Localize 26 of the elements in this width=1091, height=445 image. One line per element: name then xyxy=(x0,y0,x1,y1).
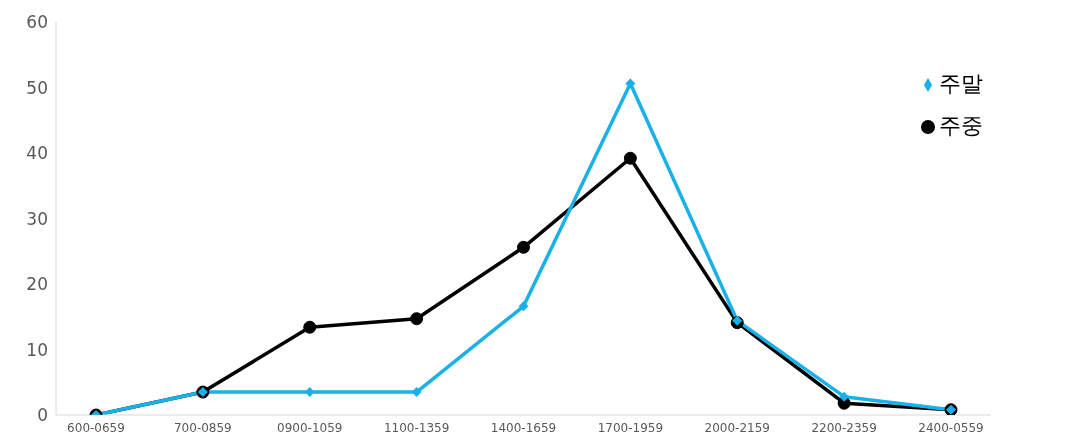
x-tick-label: 1100-1359 xyxy=(383,420,450,435)
y-tick-label: 60 xyxy=(26,12,48,33)
y-tick-label: 40 xyxy=(26,143,48,164)
x-tick-label: 700-0859 xyxy=(173,420,232,435)
y-tick-label: 30 xyxy=(26,208,48,229)
x-tick-label: 2200-2359 xyxy=(811,420,877,435)
legend-label: 주말 xyxy=(939,71,983,96)
point xyxy=(303,320,317,334)
legend-label: 주중 xyxy=(939,113,983,138)
y-tick-label: 20 xyxy=(26,274,48,295)
point xyxy=(732,315,743,326)
point xyxy=(623,151,637,165)
point xyxy=(410,312,424,326)
x-tick-label: 1400-1659 xyxy=(490,420,557,435)
y-tick-label: 50 xyxy=(26,77,48,98)
x-tick-label: 1700-1959 xyxy=(597,420,664,435)
point xyxy=(839,391,850,402)
x-tick-label: 2000-2159 xyxy=(704,420,770,435)
x-tick-label: 2400-0559 xyxy=(918,420,984,435)
x-tick-label: 600-0659 xyxy=(67,420,125,435)
x-tick-label: 0900-1059 xyxy=(277,420,343,435)
point xyxy=(517,240,530,254)
y-tick-label: 0 xyxy=(37,405,48,426)
point xyxy=(625,78,636,89)
point xyxy=(518,301,529,312)
y-tick-label: 10 xyxy=(26,339,48,360)
